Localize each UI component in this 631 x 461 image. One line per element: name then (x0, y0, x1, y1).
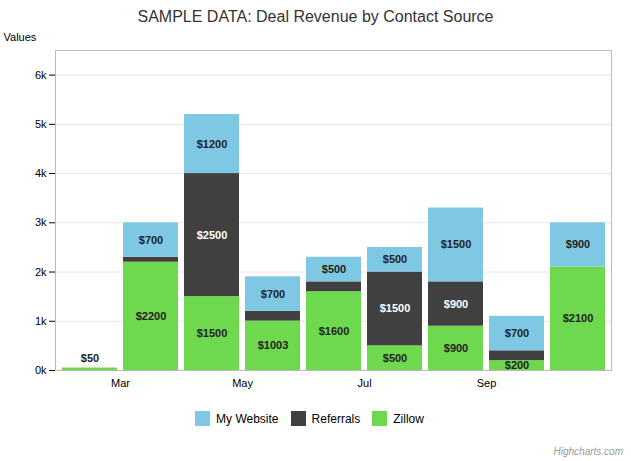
svg-text:$900: $900 (566, 238, 590, 250)
svg-text:Sep: Sep (477, 377, 497, 389)
html-text:SAMPLE DATA: Deal Revenue by C: SAMPLE DATA: Deal Revenue by Contact Sou… (137, 8, 494, 25)
svg-text:$700: $700 (139, 234, 163, 246)
svg-text:$2100: $2100 (563, 312, 594, 324)
svg-text:$900: $900 (444, 298, 468, 310)
svg-text:$1500: $1500 (197, 327, 228, 339)
svg-text:$500: $500 (322, 263, 346, 275)
svg-text:$1003: $1003 (258, 339, 289, 351)
html-text:My Website: My Website (216, 411, 279, 426)
svg-text:$1600: $1600 (319, 325, 350, 337)
html-text:Highcharts.com: Highcharts.com (553, 446, 623, 457)
svg-text:$500: $500 (383, 253, 407, 265)
svg-text:$2200: $2200 (136, 310, 167, 322)
svg-text:$700: $700 (261, 288, 285, 300)
svg-text:$200: $200 (505, 359, 529, 371)
svg-text:May: May (232, 377, 253, 389)
svg-text:$900: $900 (444, 342, 468, 354)
svg-text:6k: 6k (35, 69, 47, 81)
svg-text:3k: 3k (35, 216, 47, 228)
svg-text:5k: 5k (35, 118, 47, 130)
svg-text:2k: 2k (35, 266, 47, 278)
svg-text:Mar: Mar (111, 377, 130, 389)
svg-text:Values: Values (4, 31, 37, 43)
svg-text:$1500: $1500 (441, 238, 472, 250)
svg-text:$2500: $2500 (197, 229, 228, 241)
svg-text:$500: $500 (383, 352, 407, 364)
svg-text:$700: $700 (505, 327, 529, 339)
svg-text:0k: 0k (35, 364, 47, 376)
svg-text:$50: $50 (81, 352, 99, 364)
html-text:Referrals: Referrals (311, 411, 361, 426)
svg-text:$1200: $1200 (197, 138, 228, 150)
svg-text:$1500: $1500 (380, 302, 411, 314)
html-text:Zillow: Zillow (393, 411, 424, 426)
svg-text:4k: 4k (35, 167, 47, 179)
svg-text:1k: 1k (35, 315, 47, 327)
svg-text:Jul: Jul (358, 377, 372, 389)
